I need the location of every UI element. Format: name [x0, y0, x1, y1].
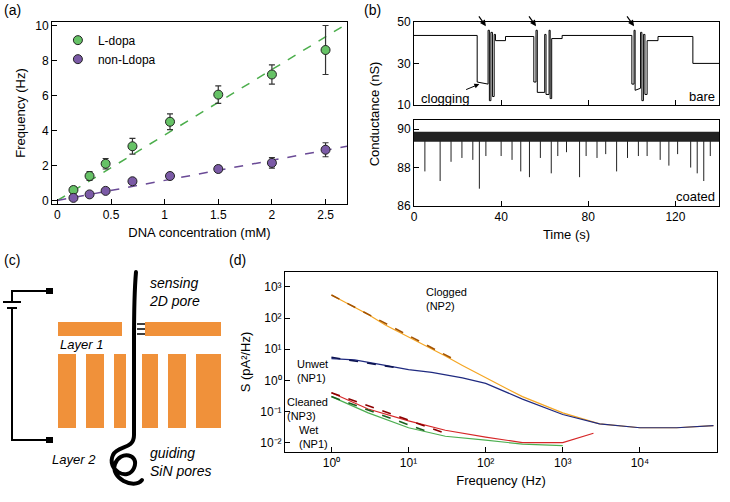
svg-text:30: 30: [397, 57, 411, 71]
svg-text:Frequency (Hz): Frequency (Hz): [13, 68, 28, 158]
svg-text:10⁴: 10⁴: [631, 456, 650, 470]
svg-text:0: 0: [54, 208, 61, 222]
svg-text:0: 0: [42, 194, 49, 208]
svg-text:Layer 2: Layer 2: [52, 452, 96, 467]
svg-text:10⁰: 10⁰: [323, 456, 340, 470]
svg-text:DNA concentration (mM): DNA concentration (mM): [128, 225, 270, 240]
svg-text:50: 50: [397, 15, 411, 29]
svg-text:coated: coated: [676, 189, 715, 204]
html-text:(d): (d): [229, 252, 247, 268]
svg-text:1.5: 1.5: [210, 208, 227, 222]
svg-text:10¹: 10¹: [264, 342, 281, 356]
svg-text:Frequency (Hz): Frequency (Hz): [456, 473, 546, 488]
svg-text:Conductance (nS): Conductance (nS): [367, 62, 382, 167]
svg-text:2.5: 2.5: [317, 208, 334, 222]
svg-text:bare: bare: [689, 89, 715, 104]
svg-text:6: 6: [42, 89, 49, 103]
svg-text:2: 2: [269, 208, 276, 222]
svg-text:1: 1: [161, 208, 168, 222]
svg-text:86: 86: [397, 199, 411, 213]
html-text:(b): (b): [364, 2, 382, 18]
svg-text:Clogged(NP2): Clogged(NP2): [426, 286, 467, 312]
svg-text:2: 2: [42, 159, 49, 173]
svg-text:10²: 10²: [264, 311, 281, 325]
svg-text:10: 10: [35, 19, 49, 33]
svg-text:L-dopa: L-dopa: [98, 34, 136, 48]
svg-text:clogging: clogging: [421, 91, 469, 106]
svg-text:Layer 1: Layer 1: [60, 337, 103, 352]
svg-text:0.5: 0.5: [103, 208, 120, 222]
svg-text:40: 40: [494, 210, 508, 224]
svg-text:Cleaned(NP3): Cleaned(NP3): [287, 396, 328, 422]
svg-text:8: 8: [42, 54, 49, 68]
svg-text:10⁰: 10⁰: [264, 374, 281, 388]
svg-text:120: 120: [665, 210, 685, 224]
svg-text:SiN pores: SiN pores: [150, 463, 211, 479]
svg-text:10: 10: [397, 98, 411, 112]
svg-text:10⁻²: 10⁻²: [260, 436, 281, 450]
svg-text:10²: 10²: [477, 456, 494, 470]
svg-text:sensing: sensing: [150, 275, 198, 291]
svg-text:10¹: 10¹: [400, 456, 417, 470]
svg-text:10³: 10³: [264, 280, 281, 294]
svg-text:Wet(NP1): Wet(NP1): [299, 424, 328, 450]
svg-text:Time (s): Time (s): [543, 227, 590, 242]
html-text:(c): (c): [4, 252, 21, 268]
svg-text:S (pA²/Hz): S (pA²/Hz): [238, 332, 253, 393]
html-text:(a): (a): [4, 2, 22, 18]
svg-text:non-Ldopa: non-Ldopa: [98, 53, 156, 67]
svg-text:90: 90: [397, 122, 411, 136]
svg-text:Unwet(NP1): Unwet(NP1): [297, 358, 328, 384]
svg-text:80: 80: [582, 210, 596, 224]
svg-text:10³: 10³: [554, 456, 571, 470]
svg-text:2D pore: 2D pore: [149, 293, 200, 309]
svg-text:4: 4: [42, 124, 49, 138]
svg-text:0: 0: [411, 210, 418, 224]
svg-text:guiding: guiding: [150, 445, 195, 461]
svg-text:88: 88: [397, 161, 411, 175]
svg-text:10⁻¹: 10⁻¹: [260, 405, 281, 419]
